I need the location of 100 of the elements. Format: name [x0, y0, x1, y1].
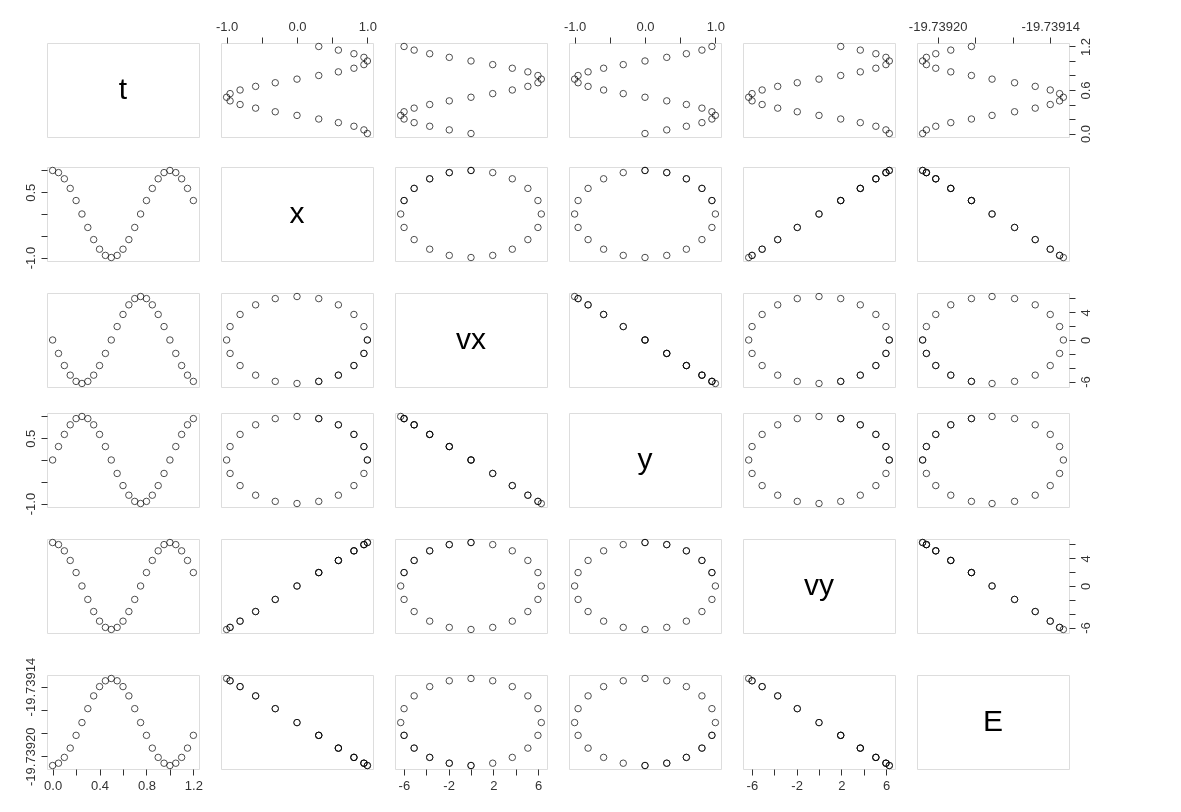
point	[142, 294, 151, 303]
point	[682, 100, 691, 109]
point	[708, 595, 716, 604]
point	[947, 491, 955, 499]
point	[107, 625, 116, 634]
point	[101, 442, 110, 451]
point	[1010, 108, 1019, 116]
point	[1055, 442, 1064, 451]
point	[66, 556, 74, 565]
point	[445, 126, 454, 134]
point	[113, 469, 121, 478]
point	[793, 79, 802, 87]
point	[663, 251, 671, 260]
point	[177, 175, 186, 183]
point	[226, 442, 234, 451]
point	[72, 196, 80, 205]
point	[72, 731, 80, 740]
point	[815, 379, 823, 388]
text: vx	[456, 322, 486, 355]
point	[836, 71, 845, 80]
point	[619, 168, 627, 177]
point	[172, 168, 180, 177]
point	[467, 57, 475, 65]
point	[947, 118, 955, 127]
point	[524, 556, 532, 565]
point	[54, 759, 63, 767]
point	[534, 71, 542, 80]
point	[119, 245, 127, 253]
point	[599, 753, 608, 762]
point	[748, 89, 756, 98]
point	[599, 547, 608, 555]
point	[101, 623, 110, 632]
y-tick-label: 0.5	[22, 429, 38, 448]
point	[1010, 414, 1019, 423]
point	[251, 301, 260, 309]
point	[815, 499, 823, 508]
point	[160, 322, 168, 331]
point	[488, 89, 497, 98]
y-tick-label: 0	[1077, 582, 1093, 591]
point	[619, 677, 627, 685]
point	[524, 692, 532, 700]
point	[584, 235, 592, 244]
point	[574, 731, 582, 740]
point	[177, 361, 186, 370]
point	[222, 674, 231, 683]
point	[84, 414, 92, 423]
point	[682, 682, 691, 691]
point	[315, 115, 323, 123]
point	[773, 421, 782, 429]
point	[570, 292, 579, 301]
point	[271, 414, 279, 423]
point	[293, 412, 301, 421]
point	[236, 100, 244, 109]
point	[136, 718, 145, 727]
point	[350, 122, 358, 130]
point	[773, 104, 782, 112]
point	[570, 718, 579, 727]
point	[882, 469, 890, 478]
point	[107, 456, 116, 464]
point	[160, 540, 168, 549]
point	[396, 412, 405, 421]
point	[226, 469, 234, 478]
point	[410, 46, 418, 54]
point	[711, 210, 720, 218]
point	[400, 704, 408, 713]
point	[425, 122, 434, 130]
point	[570, 210, 579, 218]
point	[1059, 336, 1068, 344]
point	[142, 568, 151, 577]
point	[744, 253, 753, 262]
point	[815, 292, 823, 301]
point	[400, 108, 408, 116]
point	[682, 617, 691, 625]
point	[711, 582, 720, 590]
point	[142, 196, 151, 205]
point	[758, 430, 766, 439]
point	[682, 245, 691, 253]
point	[148, 301, 157, 309]
point	[641, 57, 649, 65]
point	[189, 568, 198, 577]
point	[537, 499, 546, 508]
point	[758, 86, 766, 94]
point	[136, 582, 145, 590]
point	[226, 322, 234, 331]
y-tick-label: 0.5	[22, 183, 38, 202]
point	[113, 251, 121, 260]
point	[125, 301, 133, 309]
point	[48, 538, 57, 547]
point	[142, 731, 151, 740]
point	[922, 469, 931, 478]
point	[584, 184, 592, 193]
point	[177, 547, 186, 555]
point	[293, 111, 301, 120]
y-tick-label: 0.6	[1077, 81, 1093, 100]
point	[641, 129, 649, 138]
point	[698, 692, 706, 700]
point	[708, 108, 716, 116]
point	[130, 704, 139, 713]
point	[172, 349, 180, 358]
point	[425, 245, 434, 253]
